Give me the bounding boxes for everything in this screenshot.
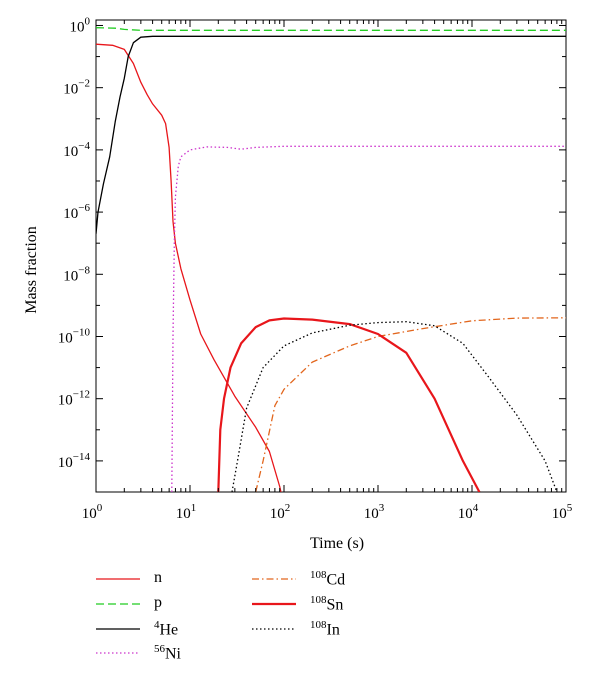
series-line-56-ni: [171, 145, 566, 492]
x-tick-label: 104: [458, 502, 479, 522]
x-tick-label: 100: [82, 502, 103, 522]
x-axis-label: Time (s): [310, 535, 364, 552]
series-layer: [96, 27, 566, 492]
tick-layer: 100 101 102 103 104 105 100 10−2 10−4 10−6 10−8 10−…: [58, 15, 573, 522]
series-line-p: [96, 27, 566, 31]
series-line-108-sn: [217, 317, 481, 492]
series-line-4-he: [96, 35, 566, 234]
y-tick-label: 100: [70, 15, 91, 35]
y-tick-label: 10−12: [58, 389, 90, 409]
y-axis-label: Mass fraction: [23, 226, 40, 314]
series-line-108-cd: [255, 317, 566, 492]
x-tick-label: 101: [176, 502, 197, 522]
y-tick-label: 10−8: [63, 264, 90, 284]
y-tick-label: 10−10: [58, 326, 91, 346]
y-tick-label: 10−6: [63, 202, 90, 222]
series-line-108-in: [231, 321, 558, 492]
series-line-n: [96, 43, 282, 492]
y-tick-label: 10−2: [63, 78, 90, 98]
x-tick-label: 102: [270, 502, 291, 522]
x-tick-label: 103: [364, 502, 385, 522]
y-tick-label: 10−14: [58, 451, 91, 471]
y-tick-label: 10−4: [63, 140, 90, 160]
x-tick-label: 105: [552, 502, 573, 522]
plot-frame: [95, 19, 567, 493]
